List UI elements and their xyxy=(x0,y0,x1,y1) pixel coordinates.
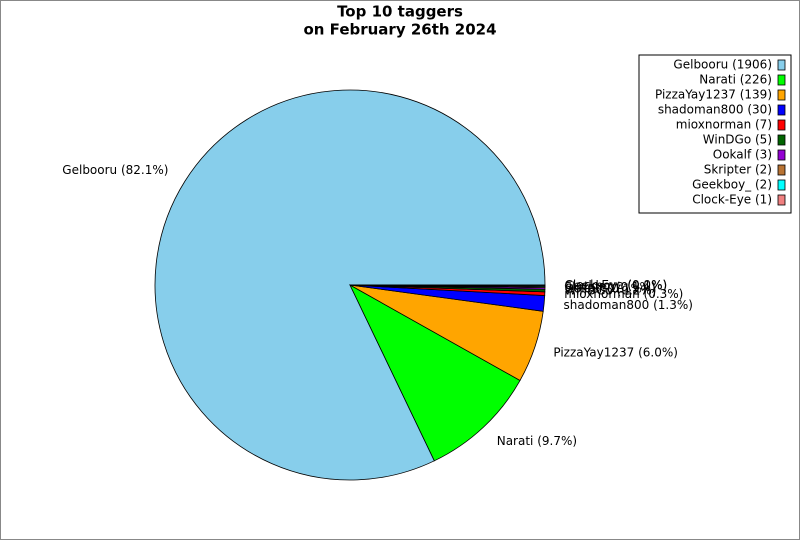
legend-label: Gelbooru (1906) xyxy=(673,58,772,72)
legend-label: PizzaYay1237 (139) xyxy=(655,88,772,102)
legend-swatch xyxy=(777,74,786,86)
legend-label: Clock-Eye (1) xyxy=(692,193,772,207)
slice-label: shadoman800 (1.3%) xyxy=(564,298,693,312)
pie-slice xyxy=(349,284,521,462)
legend-label: Narati (226) xyxy=(699,73,772,87)
legend-swatch xyxy=(777,164,786,176)
slice-label: mioxnorman (0.3%) xyxy=(564,287,683,301)
legend-swatch xyxy=(777,134,786,146)
slice-label: Geekboy_ (0.1%) xyxy=(564,279,667,293)
slice-label: Narati (9.7%) xyxy=(497,434,577,448)
chart-title: Top 10 taggers xyxy=(337,3,463,21)
legend-label: Skripter (2) xyxy=(704,163,772,177)
legend-swatch xyxy=(777,89,786,101)
legend-label: shadoman800 (30) xyxy=(658,103,772,117)
legend-swatch xyxy=(777,179,786,191)
legend-swatch xyxy=(777,59,786,71)
slice-label: Clock-Eye (0.0%) xyxy=(564,278,667,292)
pie-slice xyxy=(349,284,546,286)
slice-label: PizzaYay1237 (6.0%) xyxy=(553,346,678,360)
chart-title: on February 26th 2024 xyxy=(303,21,496,39)
legend-swatch xyxy=(777,194,786,206)
legend-box xyxy=(638,54,792,214)
legend-swatch xyxy=(777,149,786,161)
legend-label: Ookalf (3) xyxy=(713,148,772,162)
legend-swatch xyxy=(777,104,786,116)
legend-label: mioxnorman (7) xyxy=(676,118,772,132)
slice-label: Gelbooru (82.1%) xyxy=(62,163,168,177)
legend-label: Geekboy_ (2) xyxy=(692,178,772,192)
slice-label: WinDGo (0.2%) xyxy=(564,284,656,298)
slice-label: Ookalf (0.1%) xyxy=(564,281,646,295)
slice-label: Skripter (0.1%) xyxy=(564,280,655,294)
legend-label: WinDGo (5) xyxy=(703,133,772,147)
legend-swatch xyxy=(777,119,786,131)
